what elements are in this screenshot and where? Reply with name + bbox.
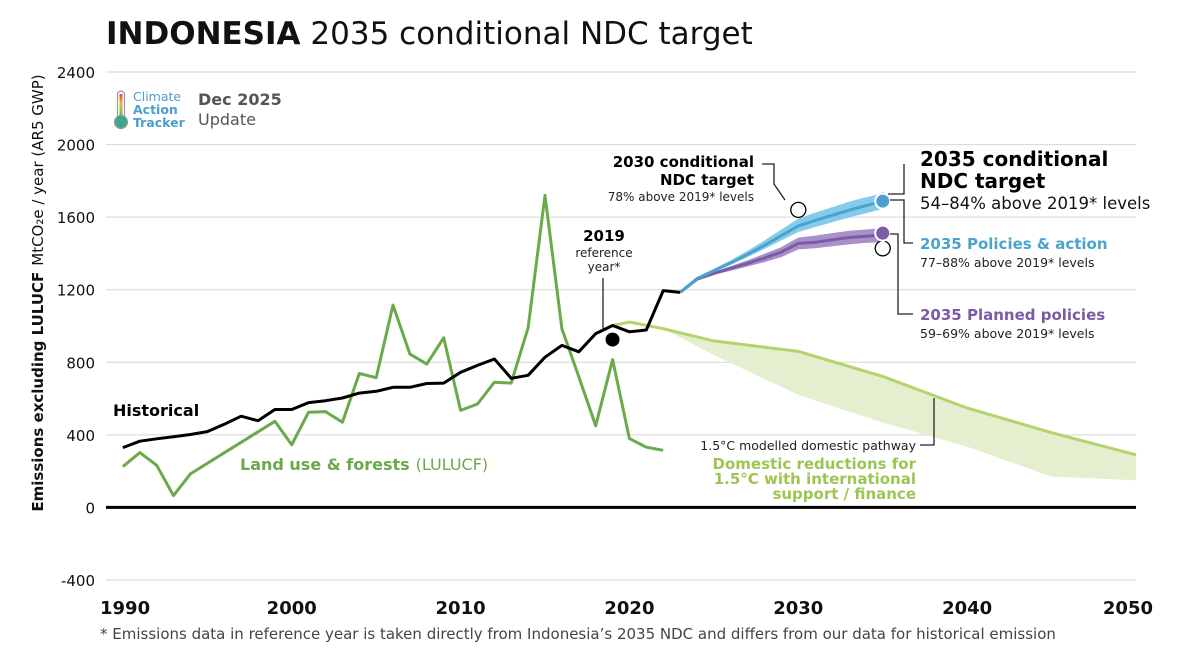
leader-policies [890, 199, 913, 244]
marker-2030-conditional-ndc-target [790, 201, 807, 219]
marker-2035-planned-policies [874, 224, 892, 242]
brand-word-1: Climate [133, 89, 182, 104]
update-date: Dec 2025 [198, 90, 282, 109]
y-axis-label-unit: MtCO₂e / year (AR5 GWP) [29, 74, 47, 265]
brand-word-3: Tracker [133, 115, 185, 130]
y-axis-label-main: Emissions excluding LULUCF [29, 272, 47, 512]
y-tick-label-800: 800 [66, 354, 95, 372]
y-tick-label-2400: 2400 [57, 64, 95, 82]
label-pathway: 1.5°C modelled domestic pathway [700, 438, 916, 453]
chart-title: INDONESIA 2035 conditional NDC target [106, 16, 753, 52]
x-tick-label-2030: 2030 [773, 598, 823, 619]
title-subtitle: 2035 conditional NDC target [310, 16, 753, 52]
marker-2019-reference-year [605, 332, 620, 347]
leader-pathway [920, 398, 935, 446]
policies-action-line [679, 199, 884, 294]
label-ndc2030-sub: 78% above 2019* levels [608, 190, 754, 204]
leader-lines [602, 163, 935, 446]
lulucf-line [121, 193, 664, 498]
label-domestic-2: 1.5°C with international [714, 470, 916, 488]
historical-line [122, 289, 681, 450]
y-tick-label-0: 0 [85, 499, 95, 517]
brand-wordmark: Climate Action Tracker [133, 90, 185, 129]
tick-labels: -400 0 400 800 1200 1600 2000 2400 1990 2000 2010 2… [57, 64, 1153, 619]
label-ndc2030-line1: 2030 conditional [613, 153, 754, 171]
x-tick-label-1990: 1990 [100, 598, 150, 619]
y-tick-label-400: 400 [66, 427, 95, 445]
label-historical: Historical [113, 401, 199, 420]
thermometer-icon [113, 90, 129, 130]
label-ndc2035-line2: NDC target [920, 169, 1046, 193]
y-tick-label-2000: 2000 [57, 137, 95, 155]
domestic-reduction-band [663, 328, 1136, 481]
planned-policies-band [680, 228, 883, 293]
label-ndc2035-sub: 54–84% above 2019* levels [920, 194, 1150, 213]
x-tick-label-2050: 2050 [1103, 598, 1153, 619]
label-ref-line2: year* [588, 260, 621, 274]
label-policies-sub: 77–88% above 2019* levels [920, 255, 1095, 270]
leader-planned [890, 233, 913, 315]
x-tick-label-2020: 2020 [604, 598, 654, 619]
policies-action-band [680, 193, 883, 293]
brand-word-2: Action [133, 102, 178, 117]
label-planned-sub: 59–69% above 2019* levels [920, 326, 1095, 341]
label-lulucf-bold: Land use & forests [240, 455, 410, 474]
leader-2035-ndc [888, 164, 905, 195]
label-ref-year: 2019 [583, 227, 625, 245]
label-ref-line1: reference [575, 246, 632, 260]
label-lulucf-rest: (LULUCF) [416, 455, 489, 474]
gridlines [106, 71, 1136, 581]
leader-2030 [762, 163, 786, 201]
footnote: * Emissions data in reference year is ta… [100, 625, 1056, 643]
series-lines [121, 193, 1137, 498]
title-country: INDONESIA [106, 16, 301, 52]
bands [663, 193, 1136, 481]
label-domestic-1: Domestic reductions for [713, 455, 917, 473]
x-tick-label-2000: 2000 [267, 598, 317, 619]
markers [605, 192, 892, 347]
y-axis-label: Emissions excluding LULUCF MtCO₂e / year … [29, 74, 47, 511]
pathway-1p5-line [612, 320, 1137, 457]
label-ndc2030-line2: NDC target [660, 171, 754, 189]
label-domestic-3: support / finance [772, 485, 916, 503]
marker-2035-conditional-ndc-target-low [874, 240, 891, 257]
label-policies-title: 2035 Policies & action [920, 235, 1108, 253]
marker-2035-policies-action [874, 192, 892, 210]
x-tick-label-2010: 2010 [436, 598, 486, 619]
label-lulucf: Land use & forests (LULUCF) [240, 455, 488, 474]
label-planned-title: 2035 Planned policies [920, 306, 1105, 324]
label-ndc2035-line1: 2035 conditional [920, 147, 1108, 171]
y-tick-label-1600: 1600 [57, 209, 95, 227]
brand-block: Climate Action Tracker Dec 2025 Update [113, 88, 313, 132]
planned-policies-line [679, 233, 883, 294]
x-tick-label-2040: 2040 [942, 598, 992, 619]
y-tick-label--400: -400 [61, 572, 95, 590]
y-tick-label-1200: 1200 [57, 282, 95, 300]
update-label: Update [198, 110, 256, 129]
